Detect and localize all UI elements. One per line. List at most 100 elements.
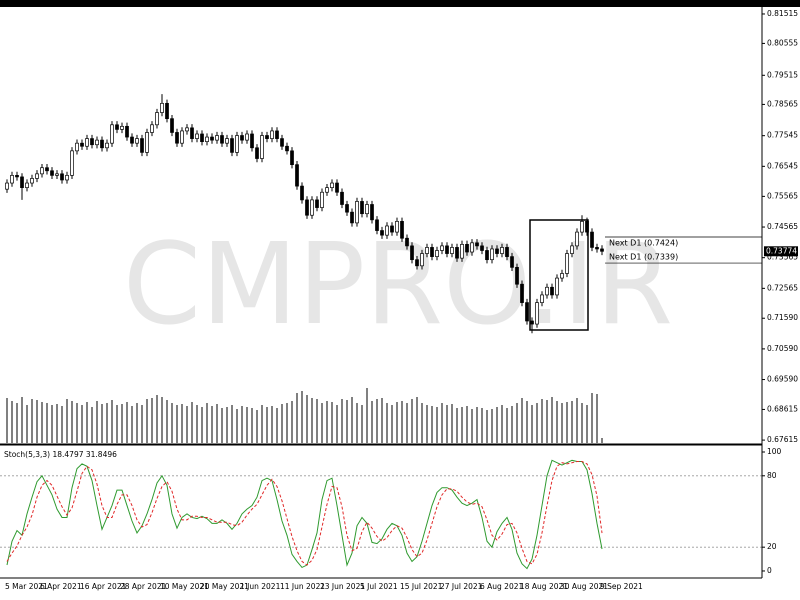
candle-body [110,124,114,144]
y-tick-label: 0.69590 [767,375,798,384]
candle-body [165,102,169,120]
candle-body [290,150,294,165]
candle-body [445,245,449,254]
candle-body [315,199,319,208]
candle-body [135,138,139,144]
candle-body [455,247,459,259]
candle-body [460,244,464,259]
candle-body [225,138,229,144]
x-tick-label: 9 Sep 2021 [600,582,643,591]
candle-body [345,204,349,213]
y-tick-label: 0.70590 [767,344,798,353]
x-tick-label: 20 May 2021 [200,582,249,591]
candle-body [280,138,284,147]
candle-body [255,147,259,159]
candle-body [265,135,269,139]
candle-body [355,201,359,224]
candle-body [335,182,339,193]
candle-body [390,225,394,233]
candle-body [75,142,79,152]
level-label: Next D1 (0.7424) [609,238,678,247]
candle-body [260,135,264,159]
candle-body [540,294,544,303]
candle-body [395,221,399,233]
candle-body [185,127,189,132]
candle-body [220,135,224,144]
candle-body [235,135,239,153]
candle-body [465,244,469,253]
candle-body [480,245,484,251]
candle-body [555,277,559,296]
y-tick-label: 0.67615 [767,435,798,444]
candle-body [20,176,24,188]
candle-body [275,130,279,139]
price-label-box [764,246,798,257]
y-tick-label: 0.77545 [767,131,798,140]
stoch-line [6,461,603,566]
candle-body [70,150,74,176]
candle-body [570,245,574,254]
candle-body [250,133,254,149]
candle-body [450,247,454,254]
y-tick-label: 0.73565 [767,253,798,262]
candle-body [470,242,474,253]
candle-body [495,248,499,254]
y-tick-label: 80 [767,471,777,480]
candle-body [425,247,429,254]
candle-body [65,175,69,181]
candle-body [360,201,364,215]
candle-body [160,102,164,113]
y-tick-label: 0.68615 [767,404,798,413]
x-tick-label: 30 Aug 2021 [560,582,608,591]
candle-body [295,164,299,187]
candle-body [370,204,374,221]
x-tick-label: 15 Jul 2021 [400,582,443,591]
x-tick-label: 28 Apr 2021 [120,582,167,591]
candle-body [60,173,64,181]
candle-body [15,175,19,178]
candle-body [155,112,159,126]
candle-body [35,173,39,179]
level-label: Next D1 (0.7339) [609,253,678,262]
candle-body [410,245,414,261]
candle-body [525,302,529,322]
watermark: CMPRO.IR [123,220,673,350]
candle-body [55,173,59,176]
candle-body [320,191,324,208]
y-tick-label: 0.74565 [767,222,798,231]
candle-body [500,247,504,254]
candle-body [590,231,594,248]
candle-body [200,133,204,143]
candle-body [105,142,109,149]
y-tick-label: 0.81515 [767,9,798,18]
stoch-line [6,459,603,570]
candle-body [600,248,604,252]
x-tick-label: 11 Jun 2021 [280,582,325,591]
candle-body [195,133,199,139]
candle-body [175,132,179,144]
candle-body [40,167,44,175]
candle-body [45,167,49,172]
candle-body [180,130,184,144]
candle-body [150,124,154,133]
candle-body [490,248,494,261]
x-tick-label: 5 Jul 2021 [360,582,398,591]
y-tick-label: 20 [767,542,777,551]
candle-body [380,230,384,236]
candle-body [245,133,249,141]
candle-body [270,130,274,139]
candle-body [595,247,599,250]
y-tick-label: 0.78565 [767,99,798,108]
indicator-label: Stoch(5,3,3) 18.4797 31.8496 [4,450,117,459]
y-tick-label: 0.80555 [767,38,798,47]
candle-body [10,175,14,184]
candle-body [170,118,174,133]
candle-body [365,204,369,215]
candle-body [510,256,514,268]
candle-body [580,221,584,233]
candle-body [145,132,149,153]
candle-body [95,139,99,146]
candle-body [100,139,104,149]
candle-body [85,138,89,147]
